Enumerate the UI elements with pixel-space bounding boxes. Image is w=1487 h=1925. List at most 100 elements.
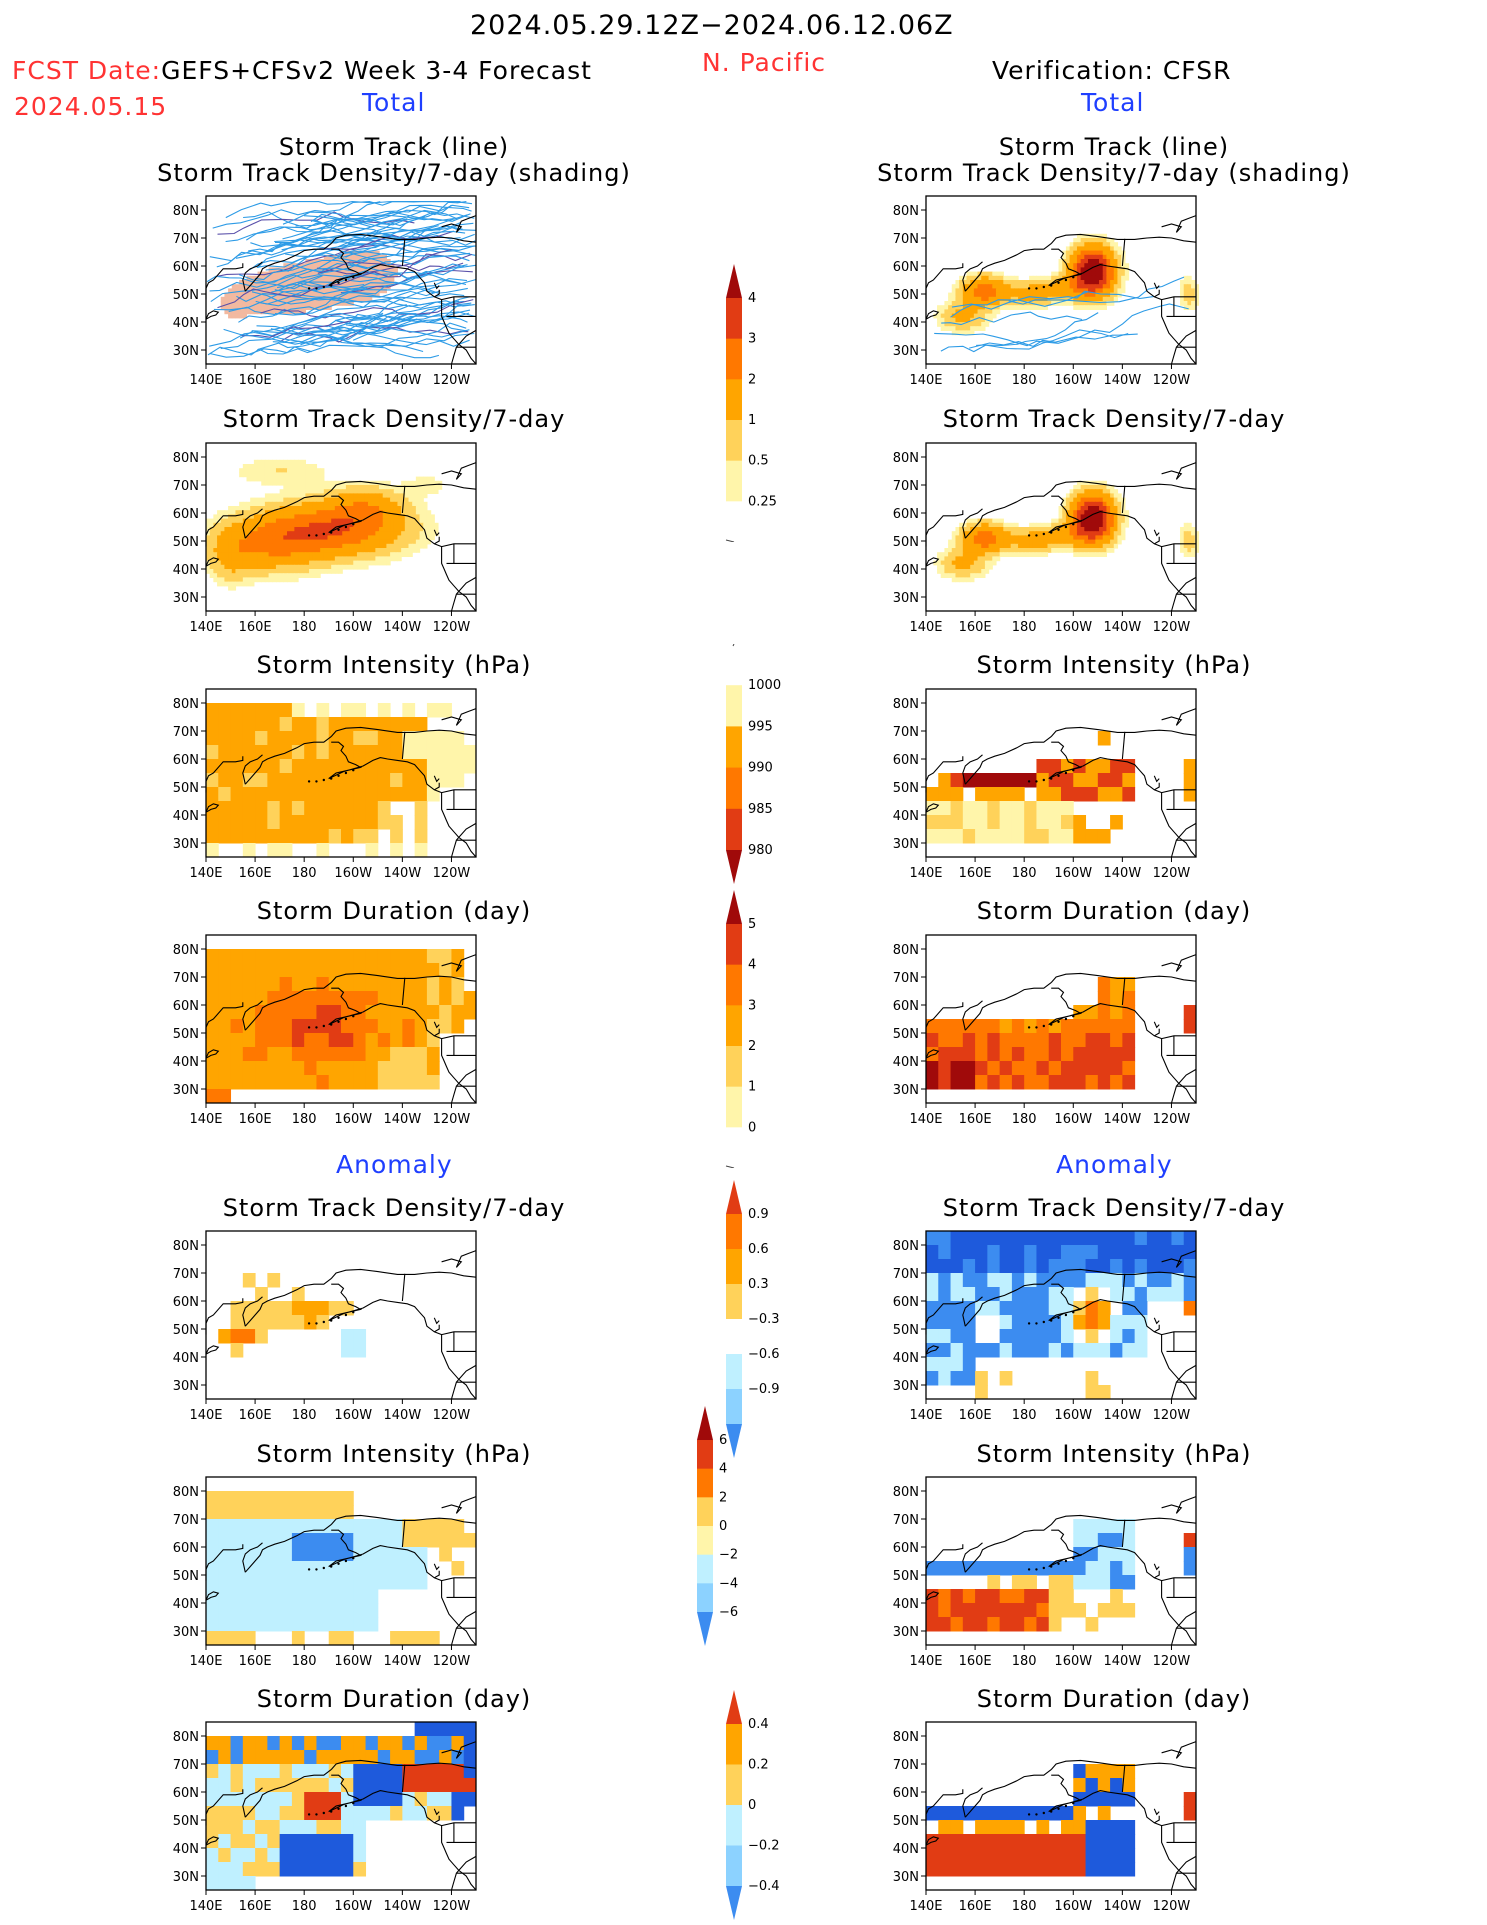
grid-cell	[328, 1301, 342, 1316]
grid-cell	[304, 1505, 317, 1520]
grid-cell	[341, 1561, 354, 1576]
density-cell	[1117, 267, 1122, 273]
island-2	[322, 1566, 326, 1570]
grid-cell	[999, 829, 1013, 844]
density-cell	[231, 552, 237, 557]
density-cell	[1124, 275, 1130, 281]
density-cell	[1007, 543, 1012, 549]
density-cell	[1040, 288, 1045, 294]
grid-cell	[962, 1231, 976, 1246]
density-cell	[1084, 518, 1089, 524]
density-cell	[955, 535, 960, 541]
density-cell	[1007, 305, 1012, 310]
grid-cell	[402, 1519, 416, 1534]
density-cell	[977, 556, 982, 562]
density-cell	[279, 560, 284, 566]
density-cell	[294, 548, 299, 553]
y-tick-label: 80N	[173, 1239, 199, 1254]
y-tick-label: 70N	[893, 1513, 919, 1528]
island-6	[352, 769, 355, 772]
density-cell	[1054, 527, 1060, 532]
grid-cell	[341, 1764, 354, 1779]
density-cell	[257, 275, 262, 281]
density-cell	[1007, 539, 1012, 545]
density-cell	[364, 267, 369, 273]
density-cell	[988, 317, 993, 323]
grid-cell	[463, 1005, 477, 1020]
density-cell	[356, 506, 362, 511]
grid-cell	[267, 801, 281, 816]
density-cell	[345, 292, 351, 298]
density-cell	[984, 301, 990, 306]
density-cell	[305, 489, 310, 494]
density-cell	[356, 275, 362, 281]
coastline-2	[242, 508, 263, 539]
grid-cell	[328, 1533, 342, 1548]
density-cell	[404, 493, 410, 499]
grid-cell	[365, 843, 379, 858]
density-cell	[272, 284, 277, 289]
grid-cell	[341, 1736, 354, 1751]
grid-cell	[426, 731, 440, 746]
density-cell	[940, 573, 946, 578]
density-cell	[1095, 301, 1100, 306]
density-cell	[1191, 305, 1196, 310]
grid-cell	[316, 829, 330, 844]
density-cell	[368, 531, 373, 536]
density-cell	[1058, 527, 1063, 532]
density-cell	[973, 313, 979, 319]
density-cell	[992, 552, 997, 557]
density-cell	[999, 301, 1004, 306]
density-cell	[393, 506, 399, 511]
density-cell	[360, 564, 365, 570]
density-cell	[1113, 497, 1119, 503]
density-cell	[253, 497, 259, 503]
density-cell	[1106, 497, 1111, 503]
density-cell	[1043, 275, 1049, 281]
density-cell	[327, 485, 332, 490]
density-cell	[283, 296, 288, 302]
density-cell	[415, 543, 421, 549]
grid-cell	[451, 773, 465, 788]
grid-cell	[242, 1617, 256, 1632]
density-cell	[1054, 548, 1060, 553]
y-tick-label: 60N	[893, 260, 919, 275]
grid-cell	[206, 1519, 219, 1534]
density-cell	[1076, 254, 1082, 260]
title-v-intensity: Storm Intensity (hPa)	[976, 651, 1252, 679]
density-cell	[353, 497, 358, 503]
grid-cell	[242, 949, 256, 964]
island-3	[329, 1565, 333, 1568]
density-cell	[988, 564, 993, 570]
density-cell	[1010, 522, 1015, 528]
density-cell	[959, 535, 964, 541]
grid-cell	[1011, 1575, 1025, 1590]
density-cell	[287, 292, 292, 298]
x-tick-label: 120W	[433, 1408, 471, 1423]
grid-cell	[987, 1061, 1001, 1076]
density-cell	[1187, 288, 1192, 294]
density-cell	[1110, 280, 1115, 285]
grid-cell	[328, 1750, 342, 1765]
density-cell	[1054, 535, 1060, 541]
x-tick-label: 160W	[334, 1112, 372, 1127]
grid-cell	[1097, 759, 1111, 774]
grid-cell	[267, 1315, 281, 1330]
grid-cell	[451, 1533, 465, 1548]
density-cell	[316, 468, 321, 473]
density-cell	[1091, 501, 1096, 507]
density-cell	[250, 275, 255, 281]
grid-cell	[1011, 1033, 1025, 1048]
density-cell	[970, 309, 975, 315]
density-cell	[309, 468, 314, 473]
map-frame	[205, 934, 477, 1104]
title-v-density: Storm Track Density/7-day	[942, 405, 1286, 433]
density-cell	[331, 522, 336, 528]
density-cell	[984, 531, 990, 536]
density-cell	[298, 468, 303, 473]
map-forecast-anomaly-intensity: 140E 160E 180 160W 140W 120W80N70N60N50N40N30…	[173, 1476, 477, 1669]
density-cell	[371, 548, 376, 553]
density-cell	[242, 556, 248, 562]
density-cell	[999, 284, 1004, 289]
grid-cell	[1036, 1301, 1050, 1316]
